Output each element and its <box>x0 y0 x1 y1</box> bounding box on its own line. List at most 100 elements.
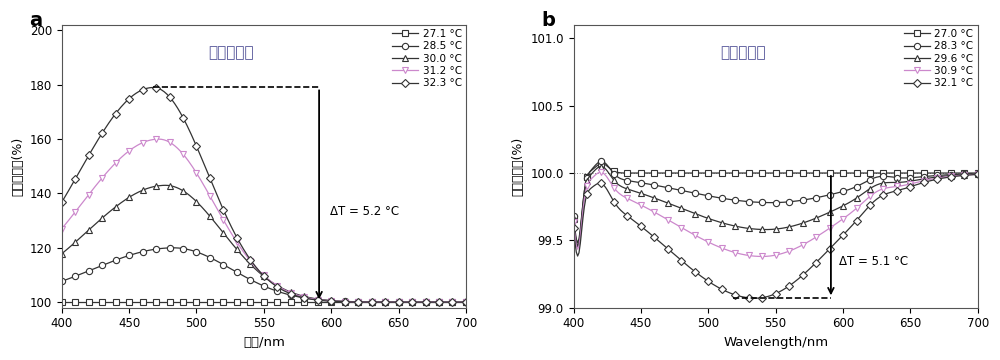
29.6 °C <box>846 198 858 203</box>
31.2 °C <box>333 299 345 303</box>
30.9 °C <box>846 210 858 214</box>
28.3 °C <box>747 200 759 204</box>
Y-axis label: 相对反射率(%): 相对反射率(%) <box>11 137 24 196</box>
29.6 °C <box>595 165 607 169</box>
Line: 32.3 °C: 32.3 °C <box>59 84 469 305</box>
32.1 °C <box>744 296 756 300</box>
28.3 °C <box>596 159 608 163</box>
Line: 27.0 °C: 27.0 °C <box>570 161 981 250</box>
32.3 °C <box>460 300 472 304</box>
31.2 °C <box>460 300 472 304</box>
28.3 °C <box>568 214 580 218</box>
27.0 °C <box>846 171 858 175</box>
Line: 30.0 °C: 30.0 °C <box>59 182 469 305</box>
29.6 °C <box>888 180 900 185</box>
32.1 °C <box>887 190 899 194</box>
Text: ΔT = 5.2 °C: ΔT = 5.2 °C <box>330 205 399 218</box>
30.0 °C <box>220 234 232 239</box>
30.0 °C <box>398 300 410 304</box>
32.1 °C <box>943 175 955 179</box>
28.5 °C <box>234 271 246 276</box>
31.2 °C <box>432 300 444 304</box>
28.3 °C <box>733 198 745 203</box>
29.6 °C <box>911 178 923 182</box>
27.0 °C <box>572 245 584 249</box>
28.5 °C <box>398 300 410 304</box>
32.1 °C <box>749 296 761 300</box>
29.6 °C <box>972 172 984 176</box>
32.3 °C <box>375 300 387 304</box>
Line: 28.5 °C: 28.5 °C <box>59 245 469 305</box>
28.5 °C <box>56 279 68 283</box>
27.1 °C <box>219 300 231 304</box>
X-axis label: Wavelength/nm: Wavelength/nm <box>723 336 828 349</box>
30.9 °C <box>945 174 957 179</box>
27.0 °C <box>911 171 923 175</box>
29.6 °C <box>572 243 584 248</box>
28.5 °C <box>333 299 345 303</box>
Text: a: a <box>29 11 43 30</box>
30.9 °C <box>911 180 923 184</box>
31.2 °C <box>234 244 246 248</box>
32.3 °C <box>147 85 159 90</box>
30.0 °C <box>56 252 68 256</box>
32.1 °C <box>568 226 580 230</box>
27.1 °C <box>56 300 68 304</box>
30.9 °C <box>756 254 768 258</box>
32.3 °C <box>432 300 444 304</box>
30.9 °C <box>732 251 744 256</box>
30.0 °C <box>160 183 172 188</box>
30.9 °C <box>568 220 580 224</box>
29.6 °C <box>568 217 580 221</box>
Line: 31.2 °C: 31.2 °C <box>59 136 469 305</box>
Line: 29.6 °C: 29.6 °C <box>570 163 981 249</box>
28.3 °C <box>888 175 900 179</box>
28.3 °C <box>846 186 858 190</box>
28.3 °C <box>945 172 957 177</box>
28.5 °C <box>220 264 232 268</box>
31.2 °C <box>375 300 387 304</box>
27.0 °C <box>888 171 900 175</box>
30.0 °C <box>333 299 345 303</box>
X-axis label: 波长/nm: 波长/nm <box>243 336 285 349</box>
32.1 °C <box>845 224 857 229</box>
28.3 °C <box>972 171 984 176</box>
27.0 °C <box>596 161 608 166</box>
27.0 °C <box>733 171 745 175</box>
28.5 °C <box>168 246 180 250</box>
30.0 °C <box>460 300 472 304</box>
Line: 27.1 °C: 27.1 °C <box>59 299 469 305</box>
27.0 °C <box>747 171 759 175</box>
Text: b: b <box>541 11 555 30</box>
27.1 °C <box>232 300 244 304</box>
31.2 °C <box>56 226 68 231</box>
32.3 °C <box>398 300 410 304</box>
32.3 °C <box>234 240 246 245</box>
29.6 °C <box>733 225 745 229</box>
27.0 °C <box>945 171 957 175</box>
31.2 °C <box>398 300 410 304</box>
32.1 °C <box>910 183 922 187</box>
30.9 °C <box>888 185 900 189</box>
30.9 °C <box>595 170 607 175</box>
29.6 °C <box>747 227 759 231</box>
Text: 无分子脱附: 无分子脱附 <box>721 45 766 60</box>
30.0 °C <box>375 300 387 304</box>
Line: 28.3 °C: 28.3 °C <box>570 158 981 246</box>
31.2 °C <box>220 222 232 227</box>
Legend: 27.0 °C, 28.3 °C, 29.6 °C, 30.9 °C, 32.1 °C: 27.0 °C, 28.3 °C, 29.6 °C, 30.9 °C, 32.1… <box>902 27 976 90</box>
27.1 °C <box>374 300 386 304</box>
27.0 °C <box>568 216 580 220</box>
30.9 °C <box>745 254 757 258</box>
28.3 °C <box>911 175 923 179</box>
27.1 °C <box>460 300 472 304</box>
30.0 °C <box>432 300 444 304</box>
32.3 °C <box>220 214 232 218</box>
Y-axis label: 相对反射率(%): 相对反射率(%) <box>512 137 525 196</box>
32.1 °C <box>972 172 984 176</box>
Line: 32.1 °C: 32.1 °C <box>570 171 981 301</box>
31.2 °C <box>153 137 165 141</box>
28.5 °C <box>432 300 444 304</box>
27.1 °C <box>332 300 344 304</box>
27.0 °C <box>972 171 984 175</box>
